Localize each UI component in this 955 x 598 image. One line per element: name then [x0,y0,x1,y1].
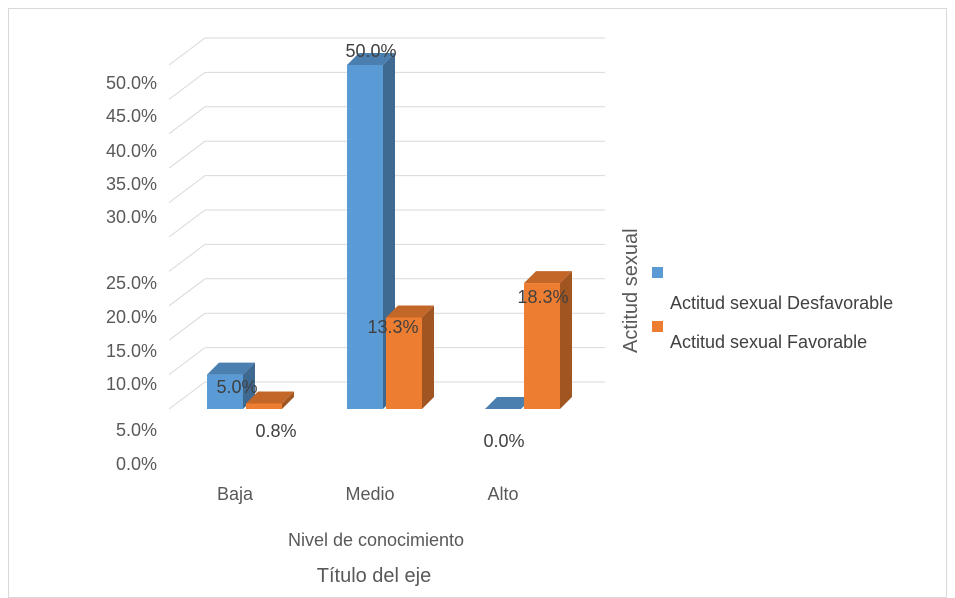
bar-top [524,271,572,284]
data-label: 0.8% [255,421,296,441]
bar-medio-favorable [386,305,434,409]
legend-label-desfavorable: Actitud sexual Desfavorable [670,293,893,313]
y-tick-label: 25.0% [106,273,157,293]
chart-frame: 0.0% 5.0% 10.0% 15.0% 20.0% 25.0% 30.0% 35.0% 40… [8,8,947,598]
data-label: 18.3% [517,287,568,307]
bar-front [246,403,282,409]
gridline-diagonal [168,175,206,204]
gridline-diagonal [168,347,206,376]
bar-front [524,283,560,409]
data-labels: 5.0% 0.8% 50.0% 13.3% 0.0% 18.3% [216,41,568,451]
gridline-diagonal [168,37,206,66]
bar-top [347,53,395,65]
bar-side [282,391,294,409]
bar-alto-favorable [524,271,572,409]
legend: Actitud sexual Desfavorable Actitud sexu… [652,267,893,352]
bar-front [207,374,243,409]
data-label: 5.0% [216,377,257,397]
x-tick-label: Baja [217,484,254,504]
gridline-diagonal [168,209,206,238]
y-axis-tick-labels: 0.0% 5.0% 10.0% 15.0% 20.0% 25.0% 30.0% 35.0% 40… [106,73,157,474]
bar-top [246,391,294,404]
bar-top [386,305,434,318]
bar-side [560,271,572,409]
y-tick-label: 35.0% [106,174,157,194]
data-label: 50.0% [345,41,396,61]
x-axis-secondary-title: Título del eje [317,565,432,587]
y-tick-label: 50.0% [106,73,157,93]
y-tick-label: 5.0% [116,420,157,440]
bar-baja-desfavorable [207,362,255,409]
bar-side [243,362,255,409]
y-tick-label: 30.0% [106,207,157,227]
y-tick-label: 20.0% [106,307,157,327]
legend-swatch-favorable [652,321,663,332]
x-tick-label: Alto [487,484,518,504]
bar-front [347,65,383,409]
gridline-diagonal [168,72,206,100]
bars [207,53,572,409]
bar-baja-favorable [246,391,294,409]
gridline-diagonal [168,140,206,169]
y-tick-label: 40.0% [106,141,157,161]
gridline-diagonal [168,106,206,135]
legend-label-favorable: Actitud sexual Favorable [670,332,867,352]
legend-title: Actitud sexual [620,228,642,353]
y-tick-label: 15.0% [106,341,157,361]
y-tick-label: 45.0% [106,106,157,126]
bar-side [422,305,434,409]
legend-swatch-desfavorable [652,267,663,278]
data-label: 0.0% [483,431,524,451]
x-axis-title: Nivel de conocimiento [288,530,464,550]
gridline-diagonal [168,243,206,272]
x-tick-label: Medio [345,484,394,504]
data-label: 13.3% [367,317,418,337]
x-axis-tick-labels: Baja Medio Alto [217,484,519,504]
bar-top [207,362,255,375]
bar-front [386,317,422,409]
bar-top [485,397,533,409]
bar-alto-desfavorable [485,397,533,409]
y-tick-label: 10.0% [106,374,157,394]
chart-canvas: 0.0% 5.0% 10.0% 15.0% 20.0% 25.0% 30.0% 35.0% 40… [106,37,893,587]
y-tick-label: 0.0% [116,454,157,474]
gridline-diagonal [168,312,206,341]
gridline-diagonal [168,381,206,410]
gridline-diagonal [168,278,206,307]
